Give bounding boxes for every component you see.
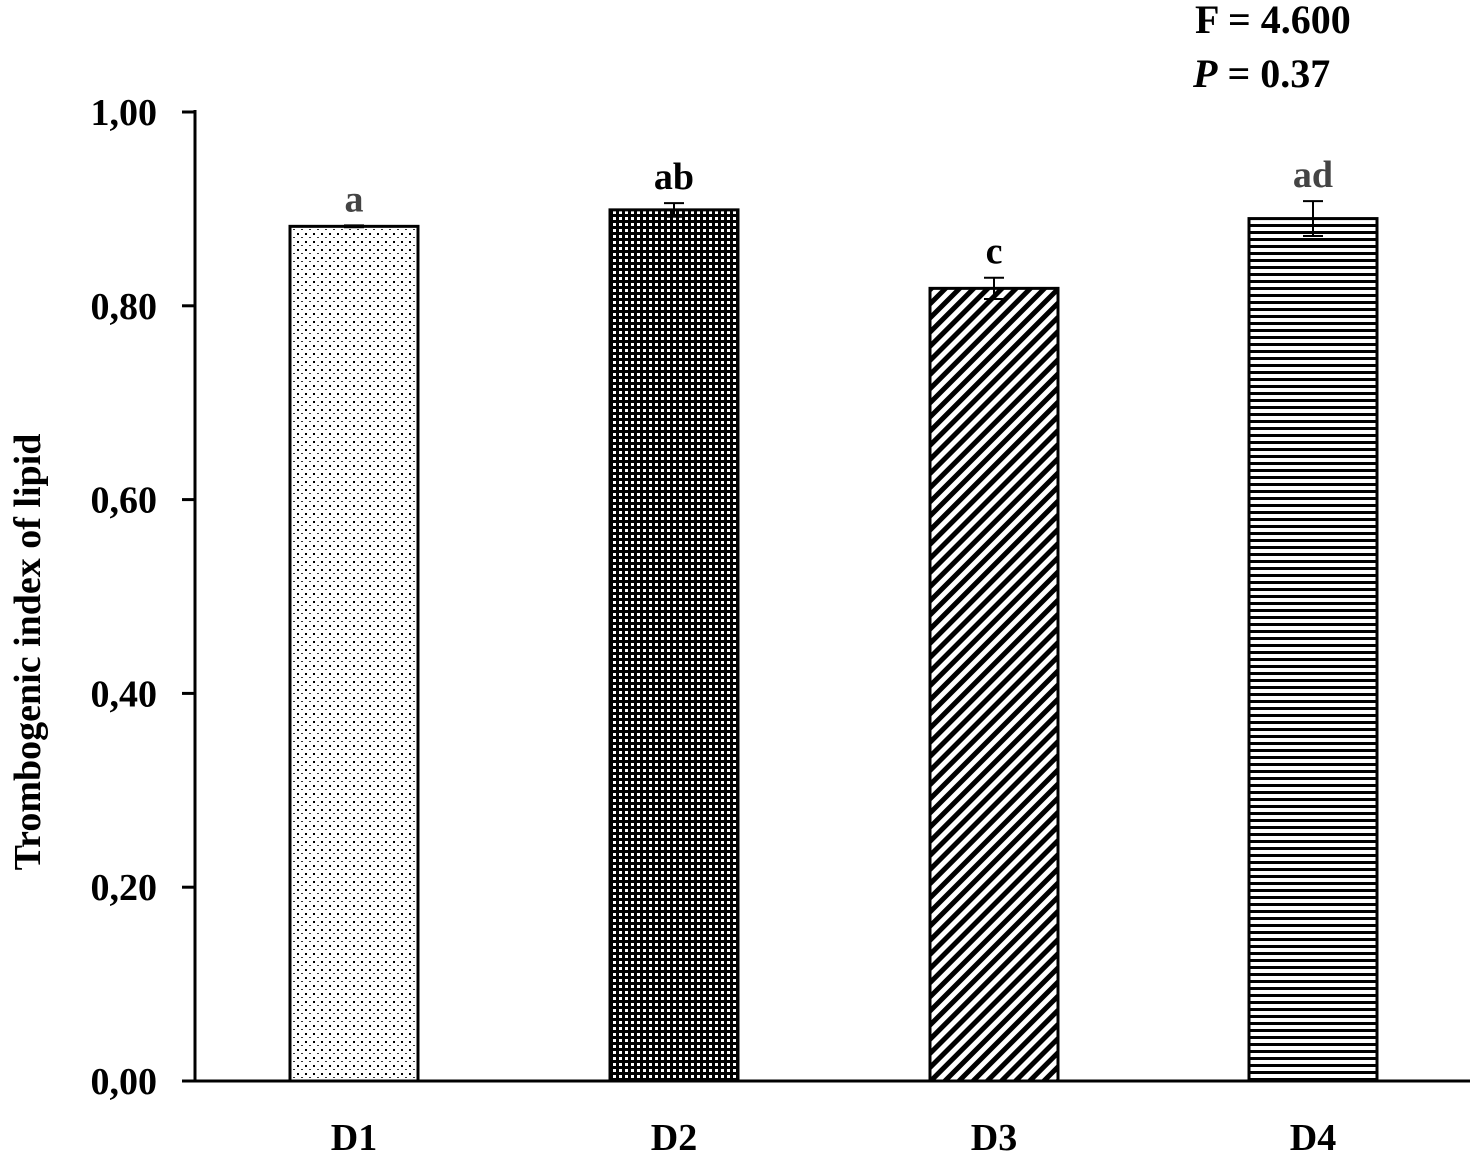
y-tick-label: 0,40: [91, 673, 158, 715]
significance-letter: c: [986, 231, 1003, 273]
x-tick-label: D4: [1290, 1117, 1336, 1155]
y-tick-label: 0,20: [91, 867, 158, 909]
x-tick-label: D2: [651, 1117, 697, 1155]
x-tick-label: D1: [331, 1117, 377, 1155]
p-label: P: [1193, 51, 1218, 96]
p-value-text: = 0.37: [1217, 51, 1331, 96]
p-value: P = 0.37: [1193, 52, 1330, 96]
significance-letter: ad: [1293, 154, 1333, 196]
x-tick-label: D3: [971, 1117, 1017, 1155]
y-tick-label: 0,80: [91, 286, 158, 328]
significance-letter: ab: [654, 156, 694, 198]
bar-d1: [288, 224, 420, 1083]
y-tick-label: 1,00: [91, 92, 158, 134]
y-axis-label: Trombogenic index of lipid: [7, 434, 49, 871]
bar-d2: [608, 208, 740, 1083]
y-tick-label: 0,60: [91, 480, 158, 522]
f-statistic: F = 4.600: [1195, 0, 1351, 42]
y-tick-label: 0,00: [91, 1061, 158, 1103]
error-bar: [984, 276, 1004, 301]
error-bar: [1303, 200, 1323, 238]
bar-d3: [928, 286, 1060, 1083]
significance-letter: a: [345, 178, 364, 220]
error-bar: [664, 202, 684, 218]
bar-d4: [1247, 217, 1379, 1083]
error-bar: [344, 224, 364, 229]
